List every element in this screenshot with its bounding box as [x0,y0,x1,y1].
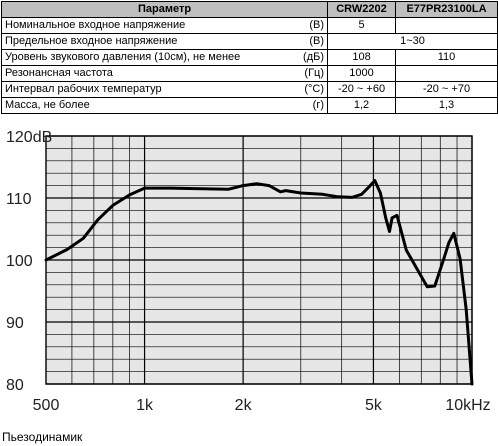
header-crw2202: CRW2202 [327,1,397,18]
spec-table-header: Параметр CRW2202 E77PR23100LA [0,1,498,18]
x-tick-label: 2k [235,397,253,414]
x-axis-labels: 500 1k 2k 5k 10kHz [33,397,491,414]
y-tick-label: 120dB [6,129,52,146]
shared-value: 1~30 [327,33,498,50]
table-row: Резонансная частота (Гц) 1000 [1,65,498,82]
e77-value [395,65,498,82]
param-unit: (дБ) [283,49,329,66]
param-unit: (В) [283,17,329,34]
param-unit: (В) [283,33,329,50]
param-name: Резонансная частота [1,65,284,82]
series-line [44,179,474,386]
x-tick-label: 1k [136,397,154,414]
e77-value [395,17,498,34]
x-tick-label: 10kHz [445,397,490,414]
chart-caption: Пьезодинамик [2,430,83,444]
e77-value: -20 ~ +70 [395,81,498,98]
y-tick-label: 110 [6,191,32,208]
param-name: Масса, не более [1,97,284,114]
x-tick-label: 500 [33,397,60,414]
e77-value: 110 [395,49,498,66]
crw2202-value: 1,2 [327,97,397,114]
y-tick-label: 80 [6,377,24,394]
y-axis-labels: 120dB 110 100 90 80 [6,129,52,394]
param-name: Номинальное входное напряжение [1,17,284,34]
param-unit: (г) [283,97,329,114]
table-row: Уровень звукового давления (10см), не ме… [1,49,498,66]
table-row: Интервал рабочих температур (°С) -20 ~ +… [1,81,498,98]
crw2202-value: 108 [327,49,397,66]
e77-value: 1,3 [395,97,498,114]
table-row: Номинальное входное напряжение (В) 5 [1,17,498,34]
spec-table: Параметр CRW2202 E77PR23100LA Номинально… [0,1,498,114]
table-row: Масса, не более (г) 1,2 1,3 [1,97,498,114]
param-name: Предельное входное напряжение [1,33,284,50]
table-row: Предельное входное напряжение (В) 1~30 [1,33,498,50]
y-tick-label: 90 [6,315,24,332]
crw2202-value: 5 [327,17,397,34]
param-unit: (°С) [283,81,329,98]
y-tick-label: 100 [6,253,33,270]
x-tick-label: 5k [365,397,383,414]
crw2202-value: 1000 [327,65,397,82]
crw2202-value: -20 ~ +60 [327,81,397,98]
header-e77pr23100la: E77PR23100LA [395,1,498,18]
param-name: Уровень звукового давления (10см), не ме… [1,49,284,66]
param-unit: (Гц) [283,65,329,82]
frequency-response-chart: 120dB 110 100 90 80 500 1k 2k 5k 10kHz [6,129,491,414]
chart-grid [45,135,473,385]
param-name: Интервал рабочих температур [1,81,284,98]
header-parameter: Параметр [0,1,329,18]
